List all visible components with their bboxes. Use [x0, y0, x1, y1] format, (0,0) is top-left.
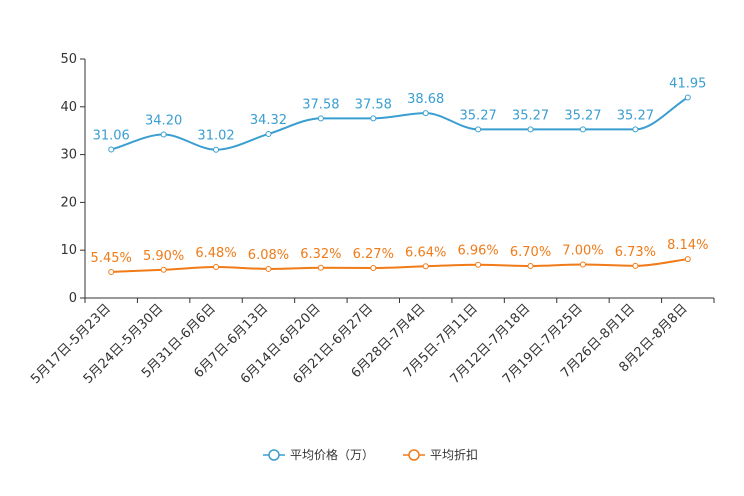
data-point[interactable] [160, 266, 167, 273]
data-point[interactable] [265, 130, 272, 137]
data-label: 5.45% [91, 251, 132, 266]
data-label: 6.73% [615, 245, 656, 260]
data-point[interactable] [579, 261, 586, 268]
data-label: 6.48% [195, 246, 236, 261]
data-label: 35.27 [617, 108, 654, 123]
data-point[interactable] [422, 110, 429, 117]
data-label: 38.68 [407, 92, 444, 107]
data-label: 8.14% [667, 238, 708, 253]
data-label: 6.70% [510, 245, 551, 260]
data-label: 5.90% [143, 249, 184, 264]
legend-item-2[interactable]: 平均折扣 [403, 447, 478, 462]
data-label: 35.27 [460, 108, 497, 123]
legend-label: 平均折扣 [430, 447, 478, 462]
y-tick-label: 20 [60, 195, 77, 210]
legend-marker-icon [408, 449, 420, 461]
data-point[interactable] [579, 126, 586, 133]
data-point[interactable] [160, 131, 167, 138]
series-2: 5.45% 5.90% 6.48% 6.08% 6.32% 6.27% 6.64% 6.96%… [91, 238, 708, 275]
y-tick-label: 10 [60, 243, 77, 258]
data-point[interactable] [632, 262, 639, 269]
data-point[interactable] [213, 146, 220, 153]
data-label: 34.32 [250, 113, 287, 128]
data-point[interactable] [632, 126, 639, 133]
data-label: 6.27% [353, 247, 394, 262]
data-point[interactable] [317, 264, 324, 271]
data-label: 35.27 [512, 108, 549, 123]
data-label: 34.20 [145, 114, 182, 129]
y-tick-label: 0 [69, 291, 77, 306]
data-point[interactable] [422, 263, 429, 270]
data-label: 35.27 [564, 108, 601, 123]
data-point[interactable] [475, 126, 482, 133]
data-label: 6.64% [405, 245, 446, 260]
data-label: 41.95 [669, 76, 706, 91]
data-point[interactable] [684, 256, 691, 263]
data-label: 31.06 [93, 129, 130, 144]
data-point[interactable] [265, 265, 272, 272]
data-label: 37.58 [302, 97, 339, 112]
series-1: 31.06 34.20 31.02 34.32 37.58 37.58 38.68 35.27… [93, 76, 706, 153]
data-point[interactable] [370, 265, 377, 272]
data-label: 31.02 [197, 129, 234, 144]
data-point[interactable] [213, 264, 220, 271]
data-point[interactable] [527, 126, 534, 133]
legend-label: 平均价格（万） [290, 447, 374, 462]
series-line [111, 258, 688, 273]
data-point[interactable] [108, 146, 115, 153]
y-tick-label: 30 [60, 148, 77, 163]
chart-series: 31.06 34.20 31.02 34.32 37.58 37.58 38.68 35.27… [91, 76, 708, 275]
data-point[interactable] [475, 261, 482, 268]
y-tick-label: 40 [60, 100, 77, 115]
series-line [110, 96, 689, 151]
chart-legend[interactable]: 平均价格（万） 平均折扣 [263, 447, 478, 462]
data-label: 6.08% [248, 248, 289, 263]
data-label: 7.00% [562, 244, 603, 259]
data-point[interactable] [317, 115, 324, 122]
legend-marker-icon [268, 449, 280, 461]
y-tick-label: 50 [60, 52, 77, 67]
data-point[interactable] [370, 115, 377, 122]
data-label: 6.32% [300, 247, 341, 262]
data-point[interactable] [684, 94, 691, 101]
data-label: 37.58 [355, 97, 392, 112]
data-point[interactable] [527, 262, 534, 269]
data-label: 6.96% [457, 244, 498, 259]
legend-item-1[interactable]: 平均价格（万） [263, 447, 374, 462]
data-point[interactable] [108, 268, 115, 275]
